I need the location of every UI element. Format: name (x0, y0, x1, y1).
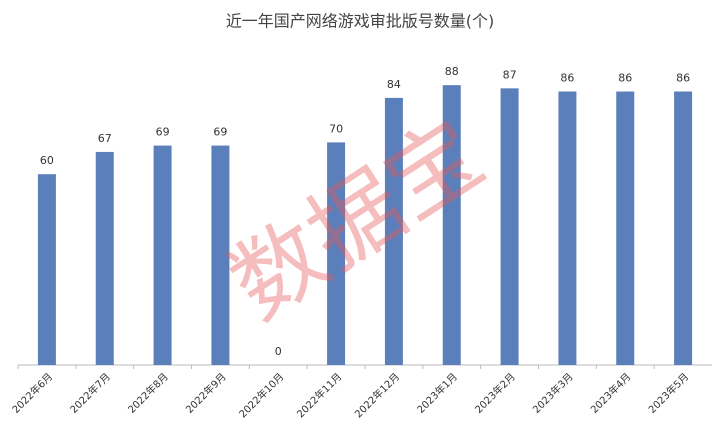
bar (37, 174, 56, 365)
value-label: 0 (275, 345, 282, 358)
value-label: 69 (156, 126, 170, 139)
bar (674, 91, 693, 366)
x-tick-label: 2022年11月 (294, 370, 344, 420)
x-tick-label: 2022年12月 (352, 370, 402, 420)
value-label: 69 (213, 126, 227, 139)
x-tick-label: 2023年1月 (414, 370, 460, 416)
value-label: 84 (387, 78, 401, 91)
x-tick-label: 2023年2月 (472, 370, 518, 416)
x-tick-label: 2022年10月 (236, 370, 286, 420)
bar (500, 88, 519, 365)
x-tick-label: 2023年4月 (588, 370, 634, 416)
value-label: 88 (445, 65, 459, 78)
x-tick-label: 2023年5月 (645, 370, 691, 416)
value-label: 86 (618, 72, 632, 85)
value-label: 67 (98, 132, 112, 145)
x-tick-label: 2022年8月 (125, 370, 171, 416)
value-label: 86 (676, 72, 690, 85)
bar (95, 151, 114, 365)
chart-title: 近一年国产网络游戏审批版号数量(个) (226, 12, 495, 31)
bar (211, 145, 230, 365)
bar (327, 142, 346, 365)
bar (384, 97, 403, 365)
bar (153, 145, 172, 365)
bar (558, 91, 577, 366)
x-tick-label: 2022年6月 (9, 370, 55, 416)
value-label: 60 (40, 154, 54, 167)
x-tick-label: 2023年3月 (530, 370, 576, 416)
x-tick-label: 2022年9月 (183, 370, 229, 416)
value-label: 86 (560, 72, 574, 85)
x-tick-label: 2022年7月 (67, 370, 113, 416)
bar (442, 85, 461, 365)
bar (616, 91, 635, 366)
value-label: 70 (329, 122, 343, 135)
value-label: 87 (503, 68, 517, 81)
